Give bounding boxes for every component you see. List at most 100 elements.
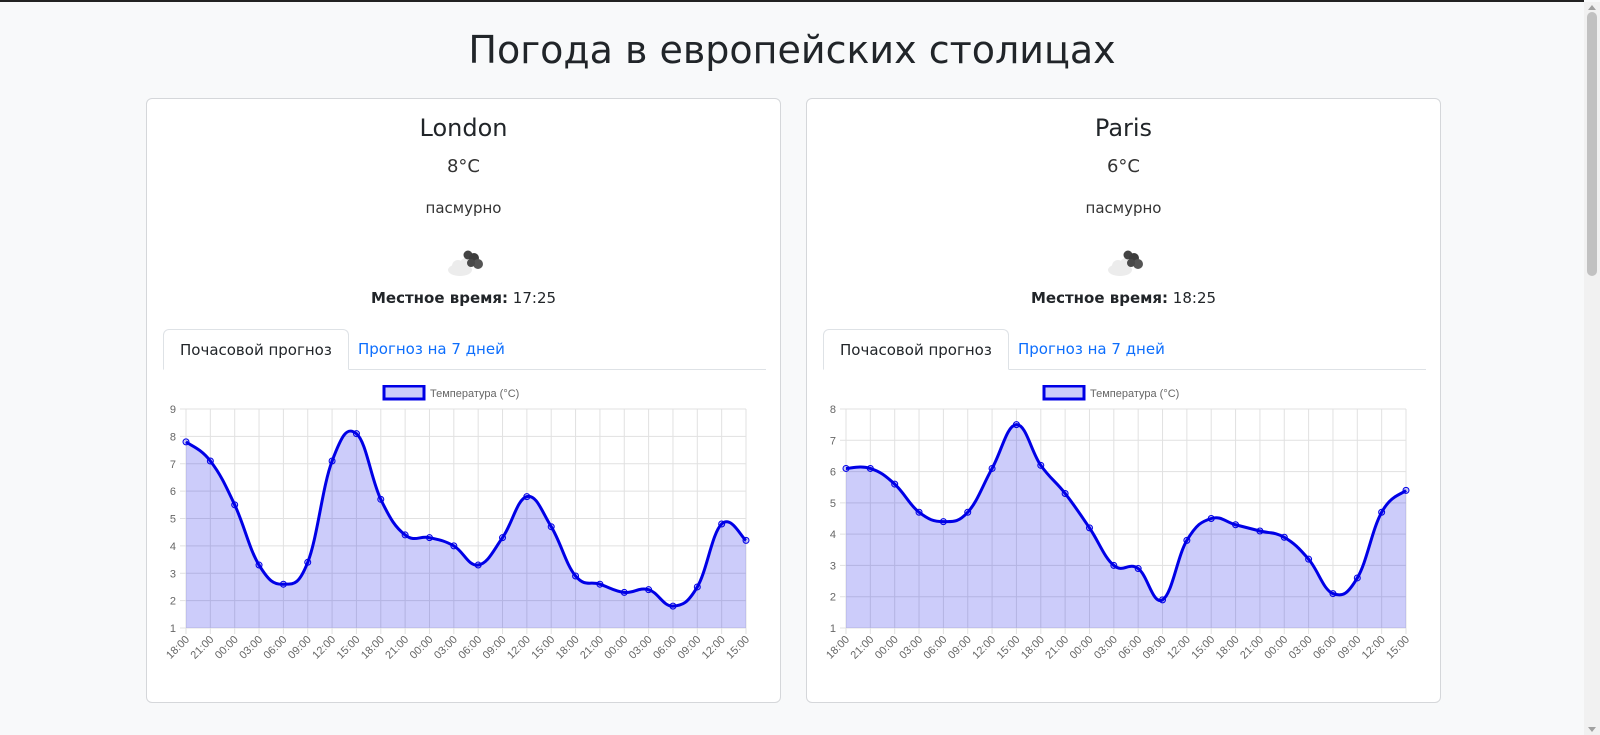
data-point	[377, 495, 385, 503]
x-tick-label: 15:00	[724, 634, 752, 662]
data-point	[620, 588, 628, 596]
x-tick-label: 06:00	[1311, 634, 1339, 662]
data-point	[1183, 536, 1191, 544]
y-tick-label: 6	[830, 467, 836, 479]
data-point	[182, 438, 190, 446]
data-point	[1232, 521, 1240, 529]
city-name: London	[419, 114, 508, 142]
chart-grid	[840, 408, 1407, 634]
tab-7-day-forecast[interactable]: Прогноз на 7 дней	[358, 340, 505, 358]
y-tick-label: 9	[170, 404, 176, 416]
data-point	[304, 558, 312, 566]
data-point	[547, 523, 555, 531]
x-tick-label: 03:00	[237, 634, 265, 662]
x-tick-label: 18:00	[554, 634, 582, 662]
local-time: Местное время: 18:25	[807, 287, 1440, 309]
x-tick-label: 06:00	[456, 634, 484, 662]
scrollbar-thumb[interactable]	[1587, 12, 1597, 276]
x-tick-label: 09:00	[1335, 634, 1363, 662]
series-line	[845, 423, 1408, 602]
y-tick-label: 2	[830, 592, 836, 604]
chart-grid	[180, 408, 747, 634]
x-tick-label: 00:00	[1068, 634, 1096, 662]
x-tick-label: 21:00	[1238, 634, 1266, 662]
x-tick-label: 03:00	[432, 634, 460, 662]
data-point	[474, 561, 482, 569]
x-tick-label: 15:00	[335, 634, 363, 662]
y-tick-label: 4	[170, 541, 176, 553]
data-point	[328, 457, 336, 465]
x-tick-label: 00:00	[213, 634, 241, 662]
tab-hourly-forecast[interactable]: Почасовой прогноз	[163, 329, 349, 370]
data-point	[523, 493, 531, 501]
y-tick-label: 2	[170, 596, 176, 608]
x-tick-label: 15:00	[1384, 634, 1412, 662]
x-tick-label: 18:00	[1214, 634, 1242, 662]
x-tick-label: 12:00	[700, 634, 728, 662]
data-point	[1378, 508, 1386, 516]
data-point	[964, 508, 972, 516]
data-point	[1329, 590, 1337, 598]
x-tick-label: 18:00	[824, 634, 852, 662]
chart-legend: Температура (°C)	[382, 385, 519, 401]
legend-label: Температура (°C)	[1090, 388, 1179, 400]
data-point	[1085, 524, 1093, 532]
data-point	[718, 520, 726, 528]
data-point	[1134, 565, 1142, 573]
y-tick-label: 7	[170, 459, 176, 471]
x-tick-label: 12:00	[505, 634, 533, 662]
x-tick-label: 21:00	[189, 634, 217, 662]
x-tick-label: 21:00	[1043, 634, 1071, 662]
legend-swatch	[382, 385, 426, 401]
data-point	[1110, 561, 1118, 569]
x-tick-label: 21:00	[578, 634, 606, 662]
x-tick-label: 15:00	[1189, 634, 1217, 662]
page-scrollbar[interactable]	[1584, 2, 1600, 735]
data-point	[891, 480, 899, 488]
y-tick-label: 8	[170, 431, 176, 443]
data-point	[1159, 596, 1167, 604]
data-point	[1256, 527, 1264, 535]
x-tick-label: 18:00	[164, 634, 192, 662]
x-tick-label: 09:00	[481, 634, 509, 662]
city-card-paris: Paris 6°C пасмурно Местное время: 18:25 …	[806, 98, 1441, 703]
hourly-temperature-chart: Температура (°C)12345678918:0021:0000:00…	[164, 385, 752, 662]
x-tick-label: 12:00	[1165, 634, 1193, 662]
data-point	[450, 542, 458, 550]
data-point	[988, 464, 996, 472]
data-point	[1037, 461, 1045, 469]
x-tick-label: 21:00	[849, 634, 877, 662]
x-tick-label: 06:00	[922, 634, 950, 662]
data-point	[693, 583, 701, 591]
x-tick-label: 09:00	[946, 634, 974, 662]
tab-hourly-forecast[interactable]: Почасовой прогноз	[823, 329, 1009, 370]
y-tick-label: 5	[830, 498, 836, 510]
y-tick-label: 5	[170, 514, 176, 526]
data-point	[1353, 574, 1361, 582]
x-tick-label: 03:00	[627, 634, 655, 662]
series-area	[846, 424, 1406, 628]
local-time-label: Местное время:	[1030, 289, 1169, 307]
data-point	[669, 602, 677, 610]
data-point	[596, 580, 604, 588]
forecast-tabs: Почасовой прогноз Прогноз на 7 дней	[823, 329, 1426, 370]
tab-7-day-forecast[interactable]: Прогноз на 7 дней	[1018, 340, 1165, 358]
data-point	[499, 534, 507, 542]
data-point	[1280, 533, 1288, 541]
data-point	[1207, 515, 1215, 522]
x-tick-label: 06:00	[1116, 634, 1144, 662]
x-tick-label: 12:00	[1360, 634, 1388, 662]
x-tick-label: 12:00	[310, 634, 338, 662]
x-tick-label: 03:00	[1092, 634, 1120, 662]
local-time-label: Местное время:	[370, 289, 509, 307]
data-point	[1305, 555, 1313, 563]
weather-description: пасмурно	[425, 199, 502, 217]
y-tick-label: 6	[170, 486, 176, 498]
scroll-up-arrow-icon[interactable]	[1588, 5, 1596, 10]
x-tick-label: 18:00	[1019, 634, 1047, 662]
data-point	[939, 518, 947, 526]
x-tick-label: 18:00	[359, 634, 387, 662]
hourly-temperature-chart: Температура (°C)1234567818:0021:0000:000…	[824, 385, 1412, 662]
x-tick-label: 00:00	[602, 634, 630, 662]
scroll-down-arrow-icon[interactable]	[1588, 727, 1596, 732]
